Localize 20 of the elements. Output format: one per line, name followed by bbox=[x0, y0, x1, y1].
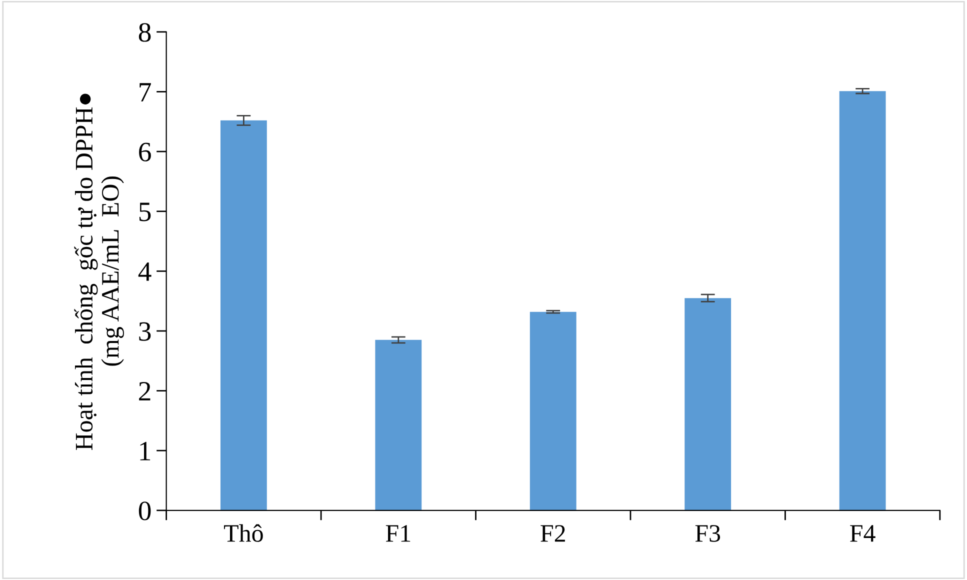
bar bbox=[375, 340, 422, 510]
bar bbox=[220, 120, 267, 510]
x-tick-label: F3 bbox=[695, 525, 720, 542]
y-tick-label: 5 bbox=[139, 202, 151, 222]
y-tick-label: 4 bbox=[138, 262, 152, 281]
bar bbox=[839, 91, 886, 510]
y-tick-label: 2 bbox=[139, 382, 150, 400]
y-tick-label: 0 bbox=[138, 502, 151, 520]
bar bbox=[530, 312, 576, 510]
y-tick-label: 6 bbox=[139, 142, 151, 162]
x-tick-label: F2 bbox=[540, 525, 565, 542]
bar bbox=[684, 298, 732, 510]
x-tick-label: F1 bbox=[386, 525, 410, 542]
x-tick-label: F4 bbox=[850, 525, 876, 542]
x-tick-label: Thô bbox=[224, 524, 263, 542]
y-tick-label: 8 bbox=[138, 23, 151, 42]
y-axis-title: Hoạt tính chống gốc tự do DPPH● (mg AAE/mL EO) bbox=[74, 94, 124, 450]
y-tick-label: 3 bbox=[139, 322, 151, 341]
y-tick-label: 7 bbox=[140, 83, 151, 102]
y-tick-label: 1 bbox=[140, 442, 150, 460]
